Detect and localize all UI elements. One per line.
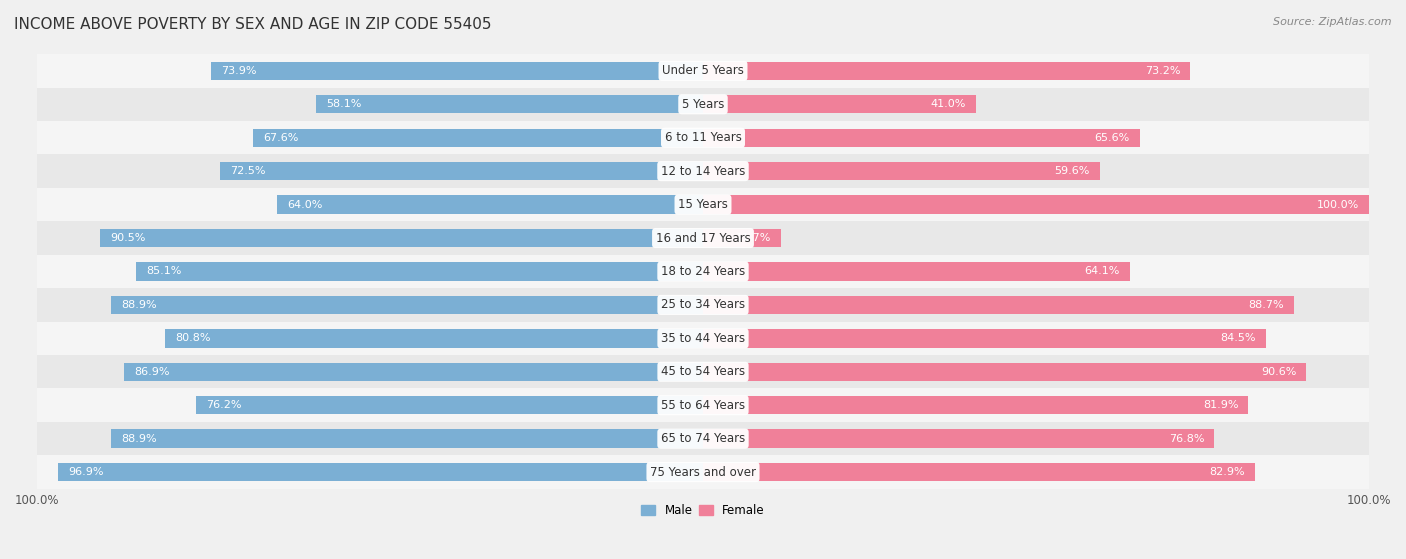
Text: 90.6%: 90.6% xyxy=(1261,367,1296,377)
Text: 65.6%: 65.6% xyxy=(1094,132,1130,143)
Bar xyxy=(37,88,1369,121)
Bar xyxy=(277,196,703,214)
Text: 15 Years: 15 Years xyxy=(678,198,728,211)
Text: 73.2%: 73.2% xyxy=(1144,66,1181,76)
Text: 81.9%: 81.9% xyxy=(1202,400,1239,410)
Text: 75 Years and over: 75 Years and over xyxy=(650,466,756,479)
Bar xyxy=(703,95,976,113)
Bar xyxy=(37,121,1369,154)
Text: 64.0%: 64.0% xyxy=(287,200,322,210)
Legend: Male, Female: Male, Female xyxy=(637,500,769,522)
Text: 88.7%: 88.7% xyxy=(1249,300,1284,310)
Text: 12 to 14 Years: 12 to 14 Years xyxy=(661,165,745,178)
Bar xyxy=(37,221,1369,255)
Text: 88.9%: 88.9% xyxy=(121,300,156,310)
Bar xyxy=(703,329,1265,348)
Text: 76.2%: 76.2% xyxy=(205,400,242,410)
Bar xyxy=(100,229,703,247)
Bar xyxy=(316,95,703,113)
Text: 18 to 24 Years: 18 to 24 Years xyxy=(661,265,745,278)
Text: INCOME ABOVE POVERTY BY SEX AND AGE IN ZIP CODE 55405: INCOME ABOVE POVERTY BY SEX AND AGE IN Z… xyxy=(14,17,492,32)
Text: 6 to 11 Years: 6 to 11 Years xyxy=(665,131,741,144)
Text: 100.0%: 100.0% xyxy=(1316,200,1358,210)
Bar xyxy=(211,61,703,80)
Bar xyxy=(703,296,1294,314)
Bar xyxy=(37,255,1369,288)
Bar xyxy=(37,422,1369,456)
Text: 76.8%: 76.8% xyxy=(1168,434,1205,444)
Text: 25 to 34 Years: 25 to 34 Years xyxy=(661,299,745,311)
Bar xyxy=(37,288,1369,321)
Bar xyxy=(58,463,703,481)
Bar xyxy=(111,429,703,448)
Bar xyxy=(37,154,1369,188)
Bar xyxy=(703,61,1191,80)
Text: Source: ZipAtlas.com: Source: ZipAtlas.com xyxy=(1274,17,1392,27)
Text: 67.6%: 67.6% xyxy=(263,132,298,143)
Bar xyxy=(221,162,703,181)
Text: 59.6%: 59.6% xyxy=(1054,166,1090,176)
Text: 58.1%: 58.1% xyxy=(326,100,361,110)
Bar xyxy=(703,262,1130,281)
Bar xyxy=(703,396,1249,414)
Bar xyxy=(37,389,1369,422)
Text: 73.9%: 73.9% xyxy=(221,66,256,76)
Bar xyxy=(703,429,1215,448)
Bar xyxy=(37,54,1369,88)
Text: 84.5%: 84.5% xyxy=(1220,333,1256,343)
Text: 72.5%: 72.5% xyxy=(231,166,266,176)
Bar xyxy=(703,129,1140,147)
Bar xyxy=(37,456,1369,489)
Bar xyxy=(703,363,1306,381)
Text: 88.9%: 88.9% xyxy=(121,434,156,444)
Text: 16 and 17 Years: 16 and 17 Years xyxy=(655,231,751,244)
Text: 82.9%: 82.9% xyxy=(1209,467,1244,477)
Text: Under 5 Years: Under 5 Years xyxy=(662,64,744,77)
Bar xyxy=(37,321,1369,355)
Text: 11.7%: 11.7% xyxy=(735,233,770,243)
Bar xyxy=(195,396,703,414)
Bar xyxy=(37,188,1369,221)
Text: 85.1%: 85.1% xyxy=(146,267,181,277)
Text: 45 to 54 Years: 45 to 54 Years xyxy=(661,365,745,378)
Bar xyxy=(165,329,703,348)
Text: 55 to 64 Years: 55 to 64 Years xyxy=(661,399,745,412)
Bar xyxy=(253,129,703,147)
Bar xyxy=(125,363,703,381)
Text: 65 to 74 Years: 65 to 74 Years xyxy=(661,432,745,445)
Bar xyxy=(37,355,1369,389)
Text: 64.1%: 64.1% xyxy=(1084,267,1119,277)
Text: 80.8%: 80.8% xyxy=(176,333,211,343)
Bar xyxy=(703,229,780,247)
Text: 5 Years: 5 Years xyxy=(682,98,724,111)
Bar xyxy=(111,296,703,314)
Bar xyxy=(703,463,1256,481)
Text: 96.9%: 96.9% xyxy=(67,467,104,477)
Text: 35 to 44 Years: 35 to 44 Years xyxy=(661,332,745,345)
Text: 86.9%: 86.9% xyxy=(135,367,170,377)
Text: 90.5%: 90.5% xyxy=(111,233,146,243)
Bar xyxy=(703,162,1099,181)
Bar xyxy=(136,262,703,281)
Text: 41.0%: 41.0% xyxy=(931,100,966,110)
Bar xyxy=(703,196,1369,214)
